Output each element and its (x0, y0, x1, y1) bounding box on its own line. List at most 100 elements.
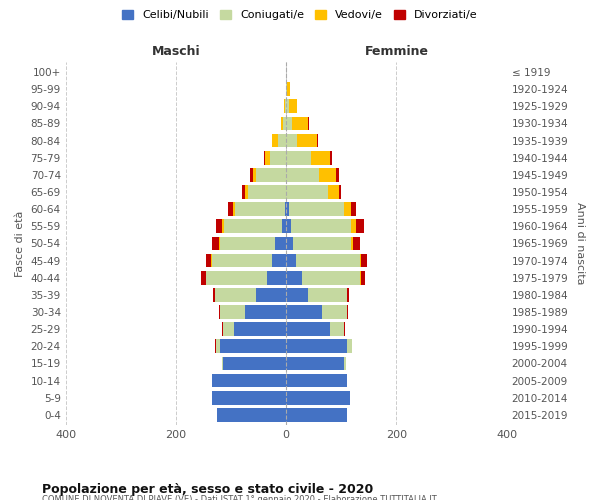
Bar (286, 134, 317, 147)
Bar (283, 116, 286, 130)
Bar (286, 305, 348, 319)
Bar (263, 151, 286, 164)
Bar (212, 374, 286, 388)
Bar (206, 271, 286, 284)
Bar (212, 391, 286, 404)
Bar (286, 100, 297, 113)
Bar (272, 254, 286, 268)
Bar (284, 100, 286, 113)
Bar (245, 305, 286, 319)
Bar (286, 202, 289, 216)
Bar (215, 288, 286, 302)
Bar (286, 254, 359, 268)
Bar (212, 374, 286, 388)
Bar (286, 185, 328, 199)
Y-axis label: Anni di nascita: Anni di nascita (575, 202, 585, 284)
Bar (217, 408, 286, 422)
Bar (215, 340, 286, 353)
Bar (286, 271, 361, 284)
Bar (286, 408, 347, 422)
Bar (286, 288, 347, 302)
Bar (206, 254, 286, 268)
Bar (248, 185, 286, 199)
Bar (286, 374, 347, 388)
Bar (211, 254, 286, 268)
Bar (286, 116, 308, 130)
Bar (286, 202, 344, 216)
Bar (245, 185, 286, 199)
Bar (212, 374, 286, 388)
Bar (284, 100, 286, 113)
Bar (286, 408, 347, 422)
Bar (286, 356, 344, 370)
Bar (286, 305, 347, 319)
Bar (222, 220, 286, 233)
Bar (286, 391, 350, 404)
Bar (281, 116, 286, 130)
Bar (265, 151, 286, 164)
Bar (286, 220, 290, 233)
Bar (286, 134, 317, 147)
Bar (215, 288, 286, 302)
Bar (286, 100, 297, 113)
Bar (286, 322, 344, 336)
Bar (286, 408, 347, 422)
Bar (286, 288, 347, 302)
Bar (286, 374, 347, 388)
Bar (269, 151, 286, 164)
Bar (219, 236, 286, 250)
Bar (286, 391, 350, 404)
Bar (286, 305, 322, 319)
Bar (267, 271, 286, 284)
Bar (286, 151, 311, 164)
Bar (223, 322, 286, 336)
Y-axis label: Fasce di età: Fasce di età (15, 210, 25, 276)
Bar (256, 288, 286, 302)
Bar (286, 151, 331, 164)
Bar (286, 288, 308, 302)
Bar (272, 134, 286, 147)
Bar (221, 356, 286, 370)
Bar (286, 82, 290, 96)
Bar (212, 254, 286, 268)
Bar (272, 134, 286, 147)
Bar (217, 408, 286, 422)
Bar (275, 236, 286, 250)
Bar (286, 340, 347, 353)
Text: Femmine: Femmine (364, 45, 428, 58)
Bar (212, 374, 286, 388)
Bar (285, 100, 286, 113)
Bar (286, 356, 346, 370)
Bar (286, 408, 347, 422)
Bar (222, 322, 286, 336)
Bar (286, 288, 349, 302)
Bar (286, 202, 350, 216)
Bar (215, 340, 286, 353)
Bar (286, 374, 347, 388)
Bar (284, 202, 286, 216)
Bar (286, 340, 352, 353)
Bar (286, 82, 287, 96)
Bar (286, 340, 352, 353)
Bar (233, 202, 286, 216)
Bar (286, 391, 350, 404)
Bar (286, 202, 356, 216)
Bar (213, 288, 286, 302)
Bar (286, 236, 350, 250)
Bar (223, 356, 286, 370)
Bar (286, 254, 361, 268)
Bar (286, 82, 290, 96)
Bar (281, 116, 286, 130)
Bar (286, 116, 292, 130)
Bar (250, 168, 286, 181)
Bar (286, 168, 336, 181)
Bar (286, 322, 331, 336)
Bar (206, 271, 286, 284)
Bar (221, 356, 286, 370)
Bar (286, 322, 344, 336)
Bar (212, 391, 286, 404)
Text: Maschi: Maschi (152, 45, 200, 58)
Bar (286, 271, 359, 284)
Bar (242, 185, 286, 199)
Bar (286, 236, 360, 250)
